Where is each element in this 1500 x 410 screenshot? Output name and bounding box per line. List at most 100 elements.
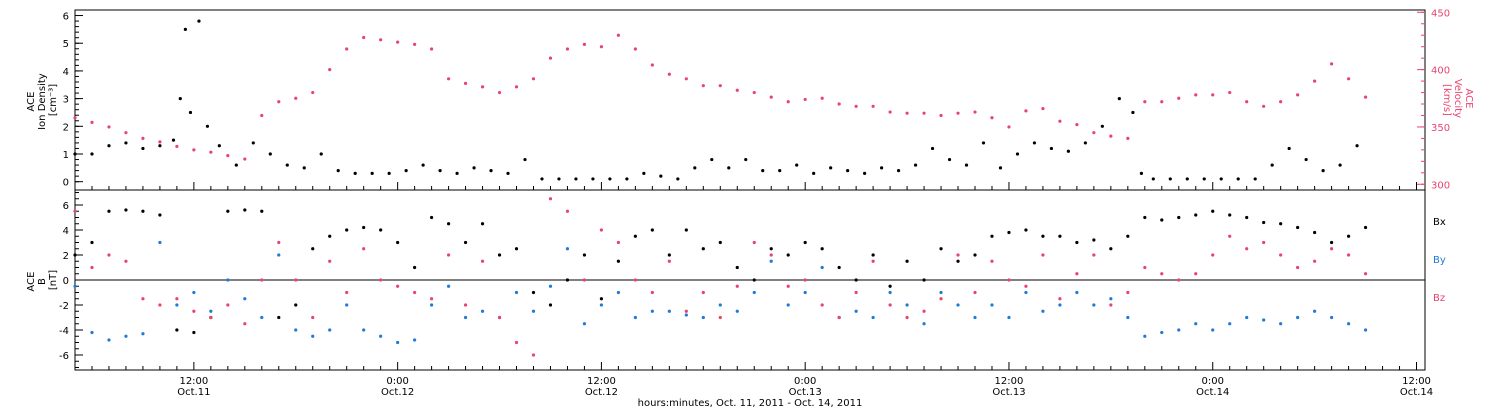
time-tick-label: 0:00 (386, 376, 408, 387)
bx-point (1296, 225, 1300, 230)
bx-point (480, 222, 485, 226)
time-tick-label: 12:00 (179, 376, 208, 387)
bz-point (1262, 240, 1266, 245)
ion-density-point (205, 124, 210, 128)
ion-density-point (472, 166, 476, 170)
bz-point (769, 253, 773, 257)
bz-point (650, 290, 654, 295)
ion-density-point (812, 171, 816, 175)
bx-point (735, 265, 739, 270)
ion-density-point (1236, 177, 1240, 181)
ion-density-point (197, 19, 201, 23)
bx-point (1143, 215, 1147, 220)
by-point (73, 284, 77, 288)
ion-density-point (761, 169, 765, 173)
by-point (1160, 330, 1164, 335)
ion-density-point (947, 157, 952, 162)
bz-point (871, 259, 875, 263)
by-point (1007, 315, 1011, 320)
ion-density-tick-label: 6 (63, 12, 69, 23)
by-point (990, 303, 994, 307)
bz-point (1177, 278, 1181, 282)
ion-density-point (913, 163, 918, 167)
bx-point (548, 303, 553, 307)
bx-point (141, 209, 145, 213)
ion-density-tick-label: 1 (63, 150, 69, 161)
bx-point (633, 234, 637, 238)
by-point (277, 253, 281, 257)
bx-point (260, 209, 264, 213)
bz-point (277, 240, 281, 245)
ion-density-point (1117, 97, 1121, 101)
ion-density-point (285, 163, 289, 167)
ion-density-point (676, 177, 680, 181)
legend-bz: Bz (1433, 293, 1445, 304)
bz-point (531, 353, 536, 357)
velocity-point (73, 116, 77, 120)
velocity-point (463, 81, 468, 85)
ion-density-point (171, 138, 176, 142)
by-point (956, 303, 960, 307)
bz-point (1363, 272, 1368, 276)
magnetic-field-tick-label: 6 (63, 201, 69, 212)
magnetic-field-tick-label: -2 (59, 301, 69, 312)
bz-point (905, 315, 909, 320)
bz-point (684, 309, 688, 313)
by-point (379, 334, 383, 338)
velocity-point (277, 100, 281, 104)
by-point (1024, 290, 1028, 295)
by-point (209, 309, 213, 313)
by-point (820, 265, 824, 270)
date-tick-label: Oct.14 (1400, 387, 1433, 398)
by-point (718, 303, 722, 307)
date-tick-label: Oct.12 (381, 387, 414, 398)
by-point (362, 328, 366, 332)
bz-point (379, 278, 383, 282)
ion-density-point (438, 169, 442, 173)
velocity-point (633, 47, 637, 51)
velocity-point (260, 113, 264, 118)
bz-point (1041, 253, 1045, 257)
magnetic-field-axis-ticks: -6 -4 -2 0 2 4 6 (59, 192, 83, 368)
bx-point (328, 234, 332, 238)
bz-point (396, 284, 400, 288)
by-point (1363, 328, 1368, 332)
by-point (888, 290, 892, 295)
date-tick-label: Oct.14 (1196, 387, 1229, 398)
ion-density-point (744, 157, 748, 162)
bz-point (1109, 303, 1113, 307)
by-point (752, 290, 756, 295)
velocity-point (854, 104, 858, 108)
by-point (582, 322, 587, 326)
date-tick-label: Oct.11 (177, 387, 210, 398)
velocity-point (396, 40, 400, 44)
by-point (1041, 309, 1045, 313)
ion-density-point (981, 141, 986, 145)
bx-point (90, 240, 94, 245)
velocity-point (294, 96, 298, 100)
bz-point (1007, 278, 1011, 282)
velocity-point (446, 77, 451, 81)
date-tick-label: Oct.12 (585, 387, 618, 398)
velocity-point (735, 88, 739, 92)
ion-density-point (591, 177, 595, 181)
velocity-point (158, 140, 162, 144)
bz-point (548, 197, 553, 201)
bz-point (854, 290, 858, 295)
velocity-point (311, 90, 315, 95)
bx-point (871, 253, 875, 257)
time-tick-label: 12:00 (1402, 376, 1431, 387)
ion-density-point (90, 152, 94, 156)
velocity-point (548, 56, 553, 60)
by-point (786, 303, 790, 307)
bz-point (1092, 253, 1096, 257)
bx-point (684, 228, 688, 232)
ion-density-point (302, 166, 306, 170)
ion-density-title-line1: ACE (26, 92, 37, 112)
ion-density-point (1304, 157, 1308, 162)
ion-density-point (217, 144, 221, 148)
velocity-point (243, 157, 247, 161)
top-panel-frame (74, 9, 1426, 191)
bz-point (701, 290, 705, 295)
